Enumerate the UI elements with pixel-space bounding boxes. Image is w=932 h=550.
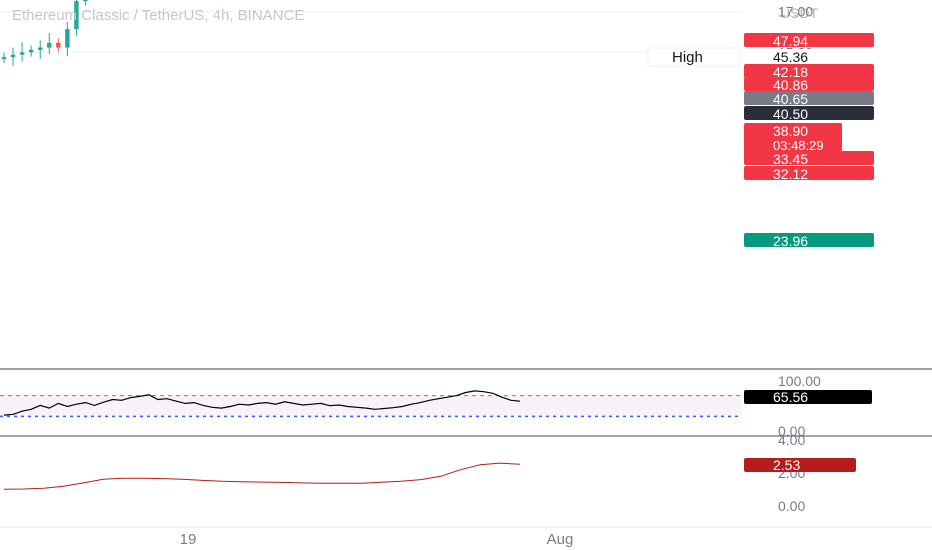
rsi-tick-label: 100.00	[778, 373, 821, 389]
indicator-value-box	[744, 458, 856, 472]
price-axis-tags: 47.9445.3642.1840.8640.6540.5038.9003:48…	[744, 33, 874, 249]
currency-label: USDT	[780, 5, 819, 21]
price-pane-grid	[0, 11, 742, 53]
price-tag-box	[744, 64, 874, 78]
price-tag-label: 23.96	[773, 233, 808, 249]
candle-body	[47, 42, 52, 48]
price-tag-box	[744, 123, 842, 153]
price-tag-box	[744, 233, 874, 247]
candle-body	[28, 49, 34, 53]
indicator-tick-label: 4.00	[778, 432, 805, 448]
rsi-line	[3, 390, 521, 416]
price-tag-label: 40.86	[773, 77, 808, 93]
indicator-pane: 4.002.000.002.53	[3, 432, 856, 514]
time-tick-label: Aug	[547, 531, 574, 548]
rsi-value-box	[744, 390, 872, 404]
high-label-box: High	[647, 47, 741, 67]
high-label: High	[672, 49, 703, 66]
price-tag-label: 32.12	[773, 166, 808, 182]
time-axis-ticks: 19 Aug	[180, 531, 574, 548]
rsi-band	[0, 395, 742, 417]
price-tag-label: 45.36	[773, 49, 808, 65]
price-tag-box	[744, 91, 874, 105]
indicator-tick-label: 0.00	[778, 498, 805, 514]
price-tag-label: 47.94	[773, 33, 808, 49]
indicator-value-label: 2.53	[773, 457, 800, 473]
indicator-line	[3, 462, 521, 490]
price-tag-label: 40.50	[773, 106, 808, 122]
price-tag-label: 42.18	[773, 64, 808, 80]
price-tag-box	[744, 151, 874, 165]
candle-body	[19, 52, 25, 55]
candle-body	[65, 29, 70, 48]
candle-body	[38, 47, 43, 50]
price-tag-box	[744, 33, 874, 47]
price-tag-box	[744, 77, 874, 91]
rsi-value-label: 65.56	[773, 389, 808, 405]
price-tag-label: 40.65	[773, 91, 808, 107]
candlestick-series	[1, 0, 88, 66]
chart-title: Ethereum Classic / TetherUS, 4h, BINANCE	[12, 7, 304, 24]
price-tag-box	[744, 106, 874, 120]
candle-body	[56, 42, 61, 48]
time-tick-label: 19	[180, 531, 197, 548]
rsi-pane: 100.00 0.00 65.56	[0, 373, 872, 439]
countdown-label: 03:48:29	[773, 138, 824, 153]
price-tag-box	[744, 166, 874, 180]
price-tag-label: 33.45	[773, 151, 808, 167]
price-tag-label: 38.90	[773, 123, 808, 139]
candle-body	[1, 57, 7, 59]
rsi-tick-label: 0.00	[778, 423, 805, 439]
price-tag-box	[744, 49, 874, 63]
candle-body	[83, 0, 88, 2]
price-tick-label: 17.00	[778, 4, 813, 20]
candle-body	[74, 1, 79, 30]
candle-body	[10, 54, 16, 58]
